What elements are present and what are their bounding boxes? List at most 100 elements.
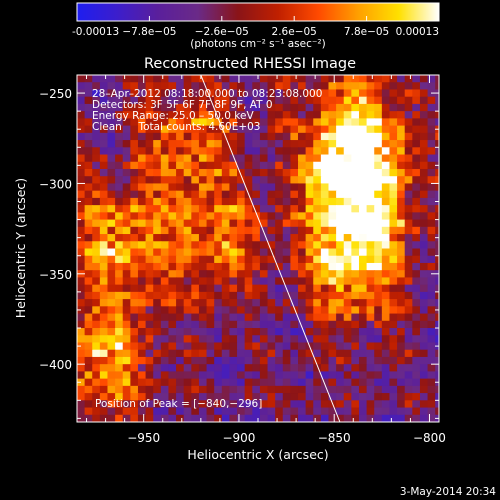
heatmap-cell — [358, 328, 368, 336]
heatmap-cell — [336, 400, 345, 409]
heatmap-cell — [389, 255, 398, 264]
heatmap-cell — [404, 313, 413, 322]
heatmap-cell — [176, 364, 185, 372]
heatmap-cell — [84, 154, 93, 163]
heatmap-cell — [389, 161, 398, 170]
heatmap-cell — [282, 356, 291, 365]
heatmap-cell — [389, 335, 398, 344]
heatmap-cell — [130, 197, 139, 206]
heatmap-cell — [229, 356, 238, 365]
heatmap-cell — [145, 306, 154, 315]
heatmap-cell — [397, 89, 406, 98]
heatmap-cell — [259, 313, 269, 322]
heatmap-cell — [412, 356, 421, 365]
heatmap-cell — [259, 284, 269, 293]
heatmap-cell — [404, 75, 413, 83]
heatmap-cell — [259, 147, 269, 156]
heatmap-cell — [305, 82, 314, 91]
heatmap-cell — [397, 407, 406, 416]
heatmap-cell — [275, 96, 284, 105]
heatmap-cell — [374, 320, 383, 329]
heatmap-cell — [427, 335, 436, 344]
heatmap-cell — [404, 226, 413, 235]
heatmap-cell — [328, 234, 337, 242]
heatmap-cell — [221, 342, 231, 351]
heatmap-cell — [366, 111, 375, 119]
heatmap-cell — [191, 154, 200, 163]
heatmap-cell — [107, 75, 116, 83]
heatmap-cell — [427, 234, 436, 242]
heatmap-cell — [191, 212, 200, 221]
heatmap-cell — [397, 176, 406, 185]
heatmap-cell — [183, 183, 192, 192]
heatmap-cell — [107, 356, 116, 365]
heatmap-cell — [267, 103, 276, 112]
heatmap-cell — [130, 234, 139, 242]
heatmap-cell — [252, 342, 261, 351]
heatmap-cell — [427, 125, 436, 134]
heatmap-cell — [336, 248, 345, 257]
heatmap-cell — [305, 147, 314, 156]
heatmap-cell — [435, 226, 439, 235]
heatmap-cell — [336, 291, 345, 300]
heatmap-cell — [229, 197, 238, 206]
heatmap-cell — [381, 132, 391, 141]
heatmap-cell — [313, 255, 322, 264]
heatmap-cell — [84, 378, 93, 387]
heatmap-cell — [267, 168, 276, 177]
heatmap-cell — [244, 147, 253, 156]
heatmap-cell — [351, 248, 360, 257]
heatmap-cell — [99, 356, 109, 365]
heatmap-cell — [160, 111, 170, 119]
heatmap-cell — [358, 349, 368, 358]
heatmap-cell — [374, 212, 383, 221]
heatmap-cell — [122, 284, 131, 293]
heatmap-cell — [115, 270, 124, 279]
heatmap-cell — [229, 378, 238, 387]
heatmap-cell — [221, 103, 231, 112]
heatmap-cell — [343, 103, 352, 112]
heatmap-cell — [252, 248, 261, 257]
heatmap-cell — [298, 291, 307, 300]
heatmap-cell — [99, 168, 109, 177]
heatmap-cell — [358, 241, 368, 250]
heatmap-cell — [214, 291, 223, 300]
heatmap-cell — [282, 205, 291, 213]
heatmap-cell — [282, 414, 291, 422]
heatmap-cell — [381, 320, 391, 329]
heatmap-cell — [298, 197, 307, 206]
heatmap-cell — [130, 320, 139, 329]
heatmap-cell — [343, 248, 352, 257]
heatmap-cell — [267, 400, 276, 409]
heatmap-cell — [404, 168, 413, 177]
heatmap-cell — [259, 241, 269, 250]
heatmap-cell — [267, 197, 276, 206]
heatmap-cell — [351, 342, 360, 351]
heatmap-cell — [290, 161, 299, 170]
heatmap-cell — [435, 313, 439, 322]
heatmap-cell — [412, 400, 421, 409]
heatmap-cell — [229, 385, 238, 394]
heatmap-cell — [160, 241, 170, 250]
heatmap-cell — [244, 306, 253, 315]
heatmap-cell — [183, 328, 192, 336]
heatmap-cell — [366, 277, 375, 286]
heatmap-cell — [84, 328, 93, 336]
heatmap-cell — [259, 414, 269, 422]
heatmap-cell — [389, 284, 398, 293]
heatmap-cell — [435, 400, 439, 409]
heatmap-cell — [198, 385, 208, 394]
heatmap-cell — [351, 96, 360, 105]
heatmap-cell — [168, 393, 177, 401]
heatmap-cell — [130, 205, 139, 213]
heatmap-cell — [267, 125, 276, 134]
heatmap-cell — [229, 161, 238, 170]
heatmap-cell — [168, 118, 177, 127]
heatmap-cell — [381, 190, 391, 199]
heatmap-cell — [214, 190, 223, 199]
heatmap-cell — [419, 241, 429, 250]
heatmap-cell — [77, 96, 86, 105]
heatmap-cell — [115, 262, 124, 271]
heatmap-cell — [259, 103, 269, 112]
heatmap-cell — [107, 103, 116, 112]
